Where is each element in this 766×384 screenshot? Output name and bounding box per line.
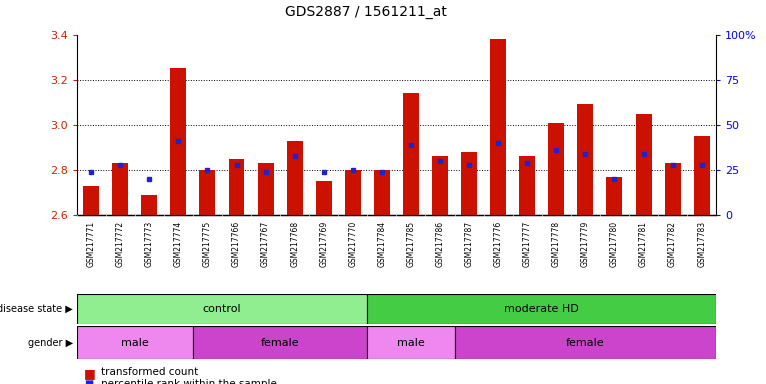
Bar <box>368 326 454 359</box>
Bar <box>461 152 477 215</box>
Text: moderate HD: moderate HD <box>504 304 579 314</box>
Text: GSM217783: GSM217783 <box>697 221 706 267</box>
Text: GSM217786: GSM217786 <box>436 221 444 267</box>
Bar <box>694 136 709 215</box>
Text: GSM217772: GSM217772 <box>116 221 125 267</box>
Bar <box>519 156 535 215</box>
Bar <box>607 177 623 215</box>
Bar <box>112 163 128 215</box>
Text: GSM217782: GSM217782 <box>668 221 677 267</box>
Bar <box>548 122 565 215</box>
Bar <box>77 294 368 324</box>
Text: GSM217776: GSM217776 <box>493 221 502 267</box>
Text: GSM217780: GSM217780 <box>610 221 619 267</box>
Bar <box>432 156 448 215</box>
Bar <box>403 93 419 215</box>
Text: gender ▶: gender ▶ <box>28 338 73 348</box>
Text: control: control <box>203 304 241 314</box>
Bar <box>257 163 273 215</box>
Text: GSM217766: GSM217766 <box>232 221 241 267</box>
Text: GSM217784: GSM217784 <box>378 221 386 267</box>
Text: GSM217769: GSM217769 <box>319 221 328 267</box>
Text: GSM217771: GSM217771 <box>87 221 96 267</box>
Text: GSM217770: GSM217770 <box>349 221 357 267</box>
Bar <box>636 114 652 215</box>
Bar <box>374 170 390 215</box>
Text: GSM217777: GSM217777 <box>522 221 532 267</box>
Bar <box>286 141 303 215</box>
Text: GSM217781: GSM217781 <box>639 221 648 267</box>
Text: GSM217768: GSM217768 <box>290 221 300 267</box>
Text: GSM217787: GSM217787 <box>465 221 473 267</box>
Bar <box>77 326 193 359</box>
Bar <box>83 186 99 215</box>
Bar <box>665 163 681 215</box>
Text: ■: ■ <box>84 367 96 380</box>
Bar <box>454 326 716 359</box>
Bar <box>199 170 215 215</box>
Text: female: female <box>566 338 604 348</box>
Bar <box>490 39 506 215</box>
Text: female: female <box>260 338 300 348</box>
Bar <box>316 181 332 215</box>
Text: GDS2887 / 1561211_at: GDS2887 / 1561211_at <box>285 5 447 19</box>
Text: transformed count: transformed count <box>101 367 198 377</box>
Text: ■: ■ <box>84 379 93 384</box>
Text: percentile rank within the sample: percentile rank within the sample <box>101 379 277 384</box>
Text: GSM217779: GSM217779 <box>581 221 590 267</box>
Text: GSM217773: GSM217773 <box>145 221 154 267</box>
Text: GSM217775: GSM217775 <box>203 221 212 267</box>
Text: GSM217785: GSM217785 <box>407 221 415 267</box>
Text: disease state ▶: disease state ▶ <box>0 304 73 314</box>
Bar <box>193 326 368 359</box>
Text: male: male <box>121 338 149 348</box>
Text: male: male <box>397 338 425 348</box>
Bar <box>345 170 361 215</box>
Bar <box>228 159 244 215</box>
Bar <box>170 68 186 215</box>
Bar <box>578 104 594 215</box>
Bar <box>141 195 157 215</box>
Text: GSM217778: GSM217778 <box>552 221 561 267</box>
Text: GSM217774: GSM217774 <box>174 221 183 267</box>
Bar <box>368 294 716 324</box>
Text: GSM217767: GSM217767 <box>261 221 270 267</box>
